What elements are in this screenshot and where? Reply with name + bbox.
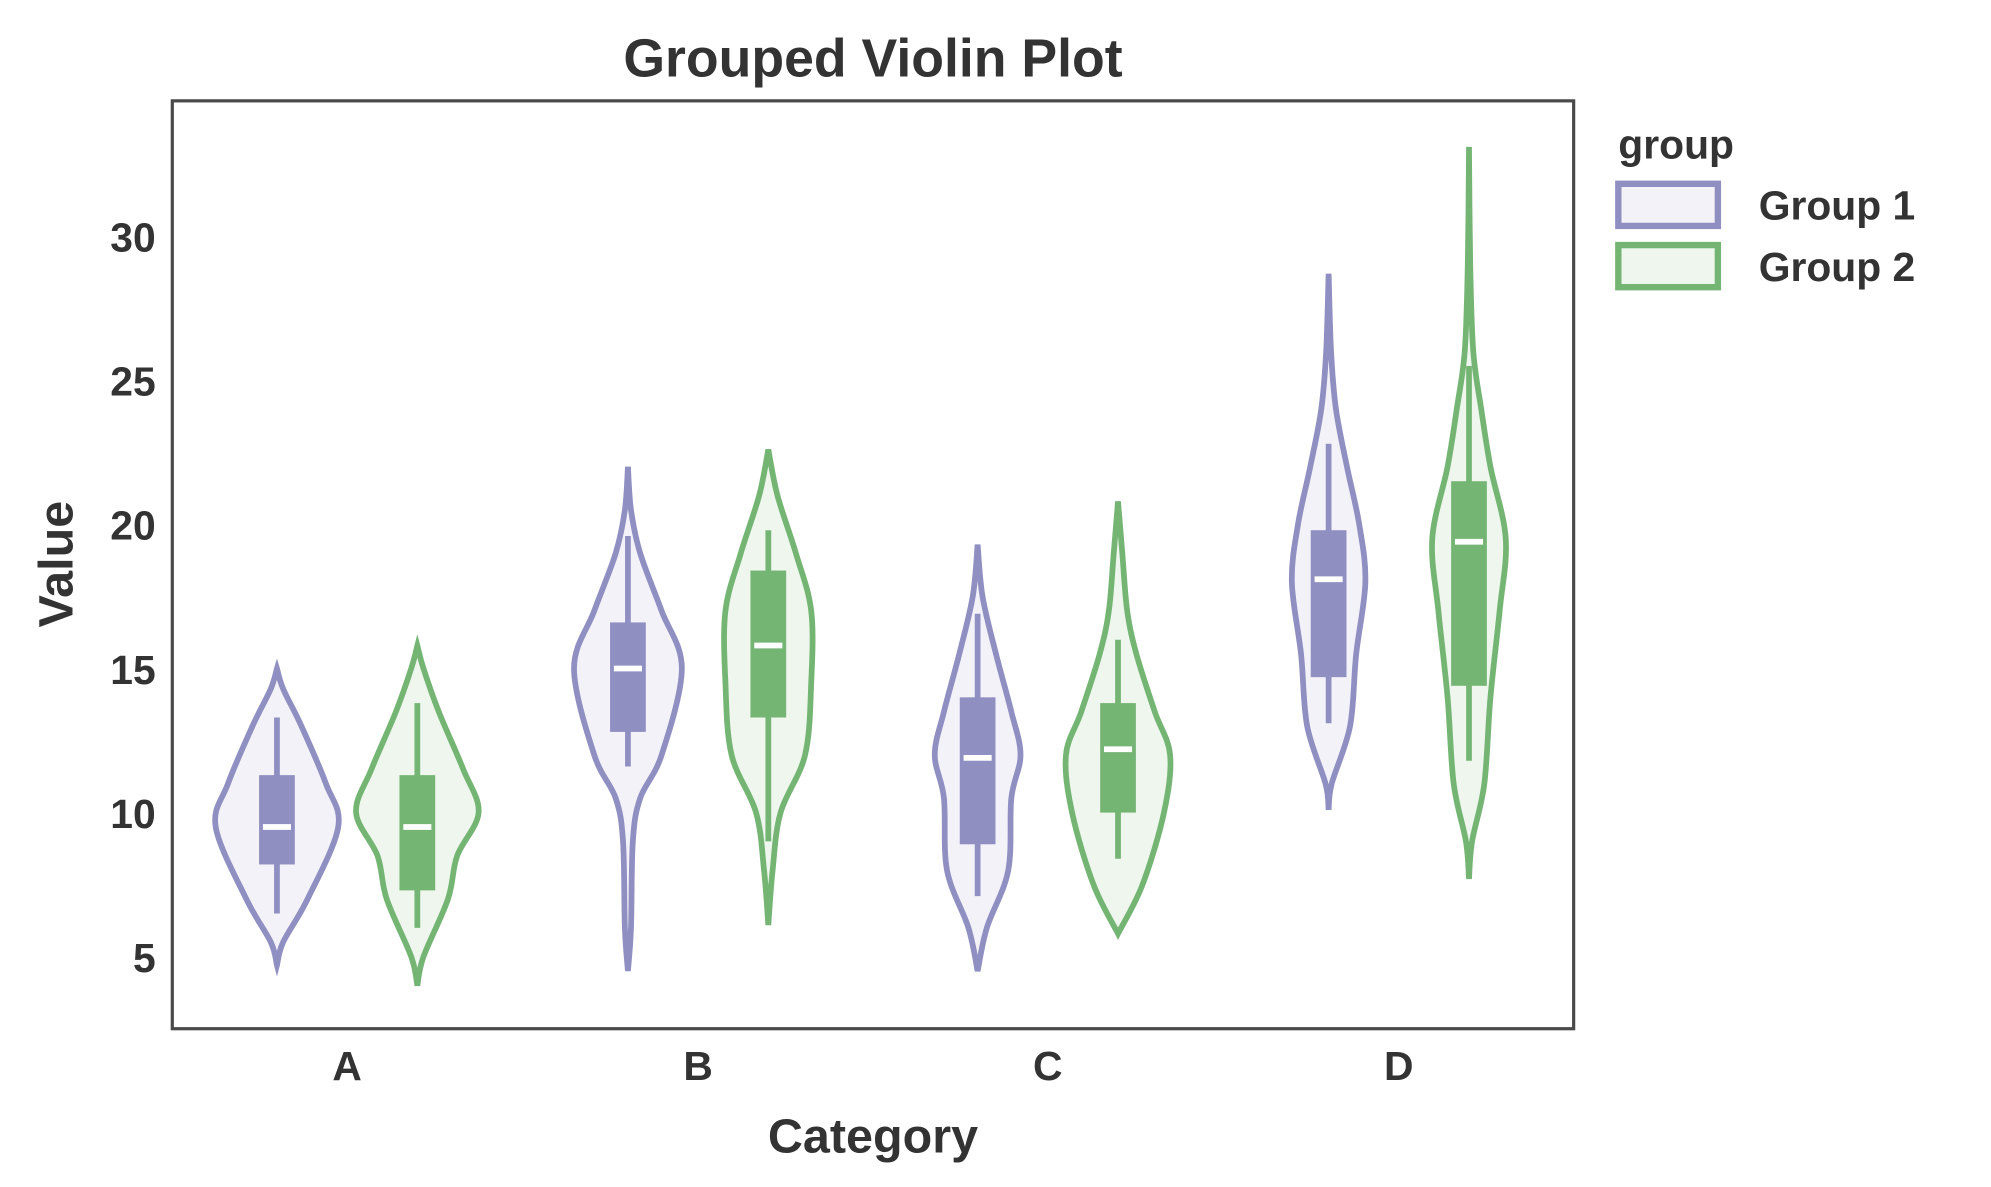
y-tick-label: 15 — [110, 647, 155, 693]
legend-swatch-group-2 — [1615, 241, 1722, 291]
iqr-box — [1310, 530, 1347, 678]
violins-layer — [212, 146, 1509, 987]
y-tick-label: 30 — [110, 215, 155, 261]
y-tick-label: 20 — [110, 503, 155, 549]
x-axis-ticks: A B C D — [332, 1043, 1413, 1089]
violin-D-group-2 — [1429, 146, 1509, 880]
violin-A-group-2 — [353, 634, 482, 987]
legend-item-group-1[interactable]: Group 1 — [1615, 180, 1916, 230]
plot-area-frame — [170, 99, 1576, 1031]
chart-title: Grouped Violin Plot — [623, 29, 1122, 89]
x-tick-label: C — [1033, 1043, 1063, 1089]
iqr-box — [1100, 703, 1136, 813]
violin-B-group-1 — [571, 466, 685, 972]
iqr-box — [259, 775, 295, 865]
legend-item-group-2[interactable]: Group 2 — [1615, 241, 1916, 291]
iqr-box — [1451, 481, 1487, 686]
legend-title: group — [1618, 121, 1734, 167]
legend: group Group 1 Group 2 — [1615, 121, 1916, 291]
x-tick-label: B — [683, 1043, 713, 1089]
y-tick-label: 5 — [133, 935, 156, 981]
x-tick-label: A — [332, 1043, 362, 1089]
violin-C-group-2 — [1062, 501, 1174, 941]
x-tick-label: D — [1384, 1043, 1414, 1089]
x-axis-label: Category — [768, 1110, 978, 1164]
violin-B-group-2 — [721, 448, 816, 926]
y-tick-label: 10 — [110, 791, 155, 837]
y-axis-ticks: 5 10 15 20 25 30 — [110, 215, 155, 981]
y-axis-label: Value — [30, 501, 84, 628]
violin-A-group-1 — [212, 658, 342, 977]
iqr-box — [399, 775, 436, 891]
legend-swatch-group-1 — [1615, 180, 1722, 230]
y-tick-label: 25 — [110, 359, 155, 405]
legend-label-group-2: Group 2 — [1759, 244, 1916, 290]
legend-label-group-1: Group 1 — [1759, 183, 1916, 229]
violin-C-group-1 — [931, 544, 1024, 972]
violin-D-group-1 — [1288, 273, 1369, 811]
iqr-box — [959, 697, 996, 845]
iqr-box — [610, 622, 646, 732]
